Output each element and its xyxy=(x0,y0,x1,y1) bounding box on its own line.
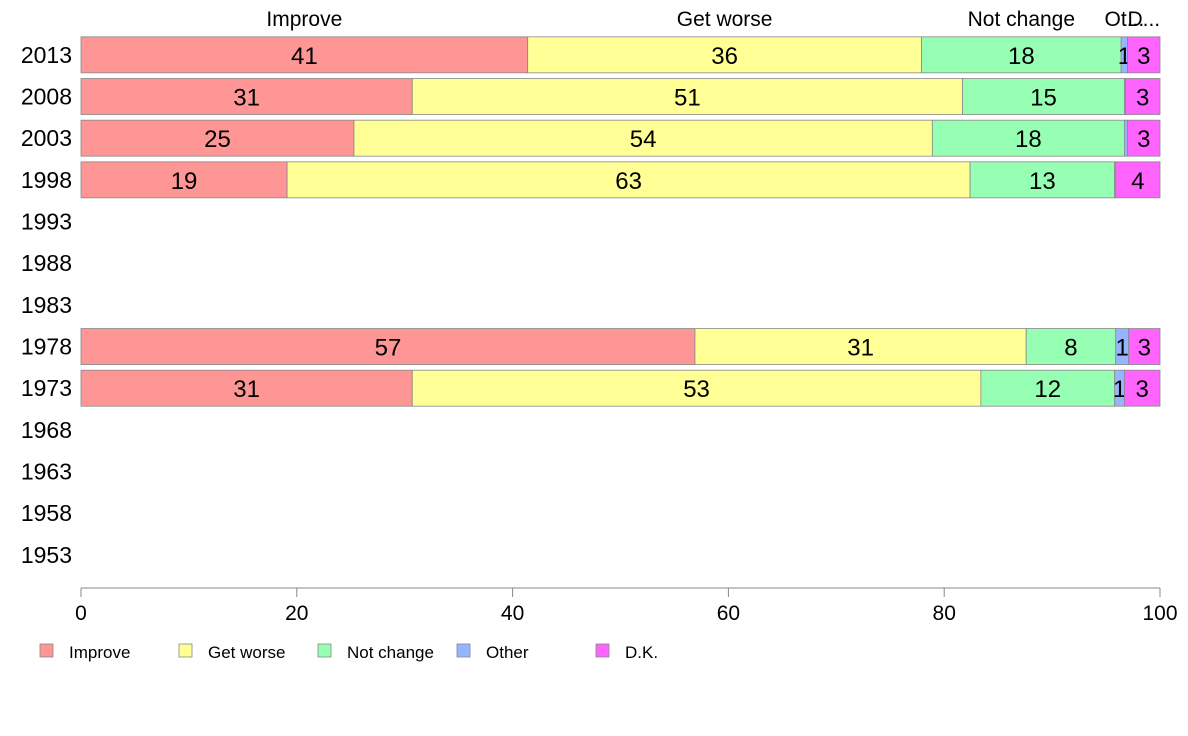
x-tick-label-40: 40 xyxy=(501,602,524,625)
year-label-2003: 2003 xyxy=(21,125,72,151)
bar-2003-not-change xyxy=(931,119,1125,157)
bar-1978-d-k- xyxy=(1128,328,1161,365)
value-label-2013-not-change: 18 xyxy=(1008,43,1035,70)
year-label-1978: 1978 xyxy=(21,334,72,360)
legend-swatch-other xyxy=(456,643,471,658)
year-label-1958: 1958 xyxy=(21,500,72,526)
year-label-2013: 2013 xyxy=(21,42,72,68)
value-label-1998-not-change: 13 xyxy=(1029,168,1056,195)
legend-label-get-worse: Get worse xyxy=(208,643,285,662)
bar-2003-d-k- xyxy=(1127,119,1161,157)
value-label-2013-d-k-: 3 xyxy=(1137,43,1150,70)
top-label-other: Ot... xyxy=(1105,8,1145,31)
x-tick-label-100: 100 xyxy=(1142,602,1177,625)
value-label-1973-improve: 31 xyxy=(233,376,260,403)
value-label-2003-not-change: 18 xyxy=(1015,126,1042,153)
value-label-2003-d-k-: 3 xyxy=(1137,126,1150,153)
value-label-2008-get-worse: 51 xyxy=(674,85,701,112)
legend-swatch-improve xyxy=(39,643,54,658)
value-label-1973-d-k-: 3 xyxy=(1136,376,1149,403)
value-label-1978-not-change: 8 xyxy=(1064,335,1077,362)
legend-swatch-not-change xyxy=(317,643,332,658)
bar-1998-not-change xyxy=(969,161,1116,199)
legend-label-other: Other xyxy=(486,643,529,662)
value-label-2008-improve: 31 xyxy=(233,85,260,112)
value-label-1978-improve: 57 xyxy=(375,335,402,362)
year-label-1973: 1973 xyxy=(21,375,72,401)
value-label-2013-improve: 41 xyxy=(291,43,318,70)
bar-2008-not-change xyxy=(962,78,1125,115)
value-label-1973-not-change: 12 xyxy=(1034,376,1061,403)
series-header-labels: Improve Get worse Not change Ot...D... xyxy=(266,8,1160,31)
year-label-1963: 1963 xyxy=(21,459,72,485)
bar-2008-improve xyxy=(80,78,413,115)
bar-1973-d-k- xyxy=(1123,369,1161,407)
year-label-1983: 1983 xyxy=(21,292,72,318)
bar-2003-get-worse xyxy=(353,119,933,157)
bar-1998-d-k- xyxy=(1115,161,1161,199)
value-label-2013-get-worse: 36 xyxy=(711,43,738,70)
value-label-1998-improve: 19 xyxy=(171,168,198,195)
bar-1998-get-worse xyxy=(286,161,971,199)
year-label-2008: 2008 xyxy=(21,84,72,110)
legend-swatch-d-k- xyxy=(595,643,610,658)
legend: Improve Get worse Not change Other D.K. xyxy=(39,643,658,662)
x-tick-label-60: 60 xyxy=(717,602,740,625)
value-label-1978-get-worse: 31 xyxy=(847,335,874,362)
year-axis-labels: 2013 2008 2003 1998 1993 1988 1983 1978 1973 1968… xyxy=(21,42,72,568)
bar-2013-d-k- xyxy=(1127,36,1161,74)
legend-label-d-k-: D.K. xyxy=(625,643,658,662)
top-label-improve: Improve xyxy=(266,8,342,31)
top-label-d-k-: D... xyxy=(1127,8,1160,31)
x-tick-label-0: 0 xyxy=(75,602,87,625)
x-tick-label-20: 20 xyxy=(285,602,308,625)
bar-2008-get-worse xyxy=(411,78,963,115)
bar-2003-other xyxy=(1123,119,1129,157)
bar-1973-not-change xyxy=(980,369,1116,407)
bar-1978-improve xyxy=(80,328,696,365)
value-label-2003-improve: 25 xyxy=(204,126,231,153)
bar-1978-not-change xyxy=(1025,328,1117,365)
top-label-not-change: Not change xyxy=(968,8,1075,31)
value-label-2008-d-k-: 3 xyxy=(1136,85,1149,112)
year-label-1998: 1998 xyxy=(21,167,72,193)
year-label-1988: 1988 xyxy=(21,250,72,276)
year-label-1993: 1993 xyxy=(21,209,72,235)
bar-2008-d-k- xyxy=(1125,78,1161,115)
top-label-get-worse: Get worse xyxy=(677,8,773,31)
legend-label-improve: Improve xyxy=(69,643,130,662)
legend-swatch-get-worse xyxy=(178,643,193,658)
bar-1973-get-worse xyxy=(411,369,982,407)
bar-1998-improve xyxy=(80,161,288,199)
value-label-1998-get-worse: 63 xyxy=(615,168,642,195)
value-label-1978-other: 1 xyxy=(1116,335,1129,362)
value-label-1978-d-k-: 3 xyxy=(1138,335,1151,362)
x-tick-label-80: 80 xyxy=(933,602,956,625)
year-label-1953: 1953 xyxy=(21,542,72,568)
value-label-1973-get-worse: 53 xyxy=(683,376,710,403)
bar-1973-improve xyxy=(80,369,413,407)
x-axis: 0 20 40 60 80 100 xyxy=(75,587,1178,625)
value-label-1973-other: 1 xyxy=(1113,376,1126,403)
value-label-2003-get-worse: 54 xyxy=(630,126,657,153)
bar-2013-get-worse xyxy=(527,36,922,74)
year-label-1968: 1968 xyxy=(21,417,72,443)
value-label-1998-d-k-: 4 xyxy=(1131,168,1144,195)
bar-1978-get-worse xyxy=(694,328,1027,365)
value-label-2008-not-change: 15 xyxy=(1030,85,1057,112)
bars-group: 41 36 18 1 331 51 15 325 54 18 319 63 13 457 31 8 1 331 53… xyxy=(80,36,1161,407)
legend-label-not-change: Not change xyxy=(347,643,434,662)
